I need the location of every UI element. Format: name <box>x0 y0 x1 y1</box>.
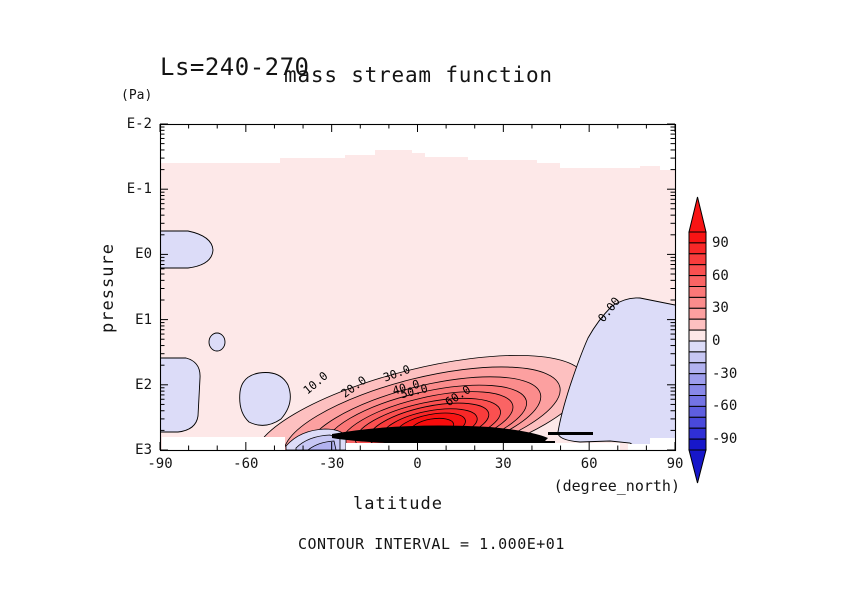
negative-region-north <box>557 297 675 445</box>
colorbar-cell <box>688 395 707 407</box>
colorbar-cell <box>688 384 707 397</box>
zero-contour-line <box>160 230 214 269</box>
colorbar-cell <box>688 362 707 375</box>
colorbar <box>688 231 707 451</box>
y-axis-units: (Pa) <box>121 88 153 103</box>
surface-mask <box>162 437 675 450</box>
colorbar-cell <box>688 416 707 429</box>
colorbar-cell <box>688 231 707 244</box>
zero-contour-line-north <box>557 297 675 446</box>
colorbar-cell <box>688 242 707 255</box>
x-tick-label: 90 <box>666 456 684 472</box>
y-tick-label: E-2 <box>126 116 152 132</box>
negative-blob-tiny <box>208 332 226 352</box>
colorbar-cell <box>688 427 707 440</box>
axis-ticks <box>159 123 676 451</box>
y-tick-label: E0 <box>135 246 152 263</box>
x-tick-label: -30 <box>319 456 345 472</box>
contour-value-labels: 10.0 20.0 30.0 40.0 50.0 60.0 0.00 <box>300 294 623 409</box>
y-tick-label: E1 <box>135 311 152 328</box>
x-tick-label: -60 <box>233 456 259 472</box>
negative-slivers-bottom <box>285 428 347 450</box>
contour-label-zero: 0.00 <box>595 294 623 325</box>
x-tick-label: 0 <box>413 456 422 472</box>
colorbar-tick-label: 90 <box>712 234 729 251</box>
x-tick-label: -90 <box>147 456 173 472</box>
contour-field: 10.0 20.0 30.0 40.0 50.0 60.0 0.00 <box>160 150 675 450</box>
colorbar-cell <box>688 253 707 266</box>
colorbar-tick-label: -90 <box>712 431 738 448</box>
contour-label-30: 30.0 <box>381 362 412 385</box>
negative-blob-midlat <box>239 372 291 426</box>
main-positive-cell <box>254 354 586 450</box>
colorbar-tick-label: 30 <box>712 300 729 317</box>
colorbar-cell <box>688 351 707 364</box>
colorbar-arrow-up <box>688 196 707 233</box>
colorbar-tick-label: -30 <box>712 365 738 382</box>
plot-frame <box>159 123 677 452</box>
contour-label-50: 50.0 <box>399 381 429 401</box>
field-positive-background <box>160 150 675 450</box>
x-axis-units: (degree_north) <box>553 477 680 495</box>
zero-contour-line <box>160 357 201 433</box>
x-axis-label: latitude <box>353 494 443 514</box>
colorbar-cell <box>688 307 707 320</box>
x-tick-label: 60 <box>580 456 598 472</box>
colorbar-cell <box>688 438 707 451</box>
colorbar-tick-label: -60 <box>712 398 738 415</box>
contour-label-60: 60.0 <box>442 382 473 409</box>
contour-interval-caption: CONTOUR INTERVAL = 1.000E+01 <box>298 535 565 553</box>
y-tick-label: E3 <box>135 442 152 458</box>
contour-label-10: 10.0 <box>300 369 330 398</box>
contour-label-20: 20.0 <box>338 373 369 401</box>
colorbar-cell <box>688 329 707 342</box>
dense-contour-label-band <box>332 425 593 445</box>
colorbar-cell <box>688 286 707 298</box>
season-annotation: Ls=240-270 <box>160 53 310 81</box>
contour-label-40: 40.0 <box>391 377 422 398</box>
colorbar-cell <box>688 275 707 288</box>
colorbar-cell <box>688 405 707 418</box>
colorbar-arrow-down <box>688 449 707 484</box>
colorbar-cell <box>688 296 707 309</box>
negative-blob-south-e0 <box>160 231 213 268</box>
colorbar-cell <box>688 340 707 353</box>
colorbar-cell <box>688 318 707 331</box>
plot-title: mass stream function <box>284 63 553 87</box>
colorbar-cell <box>688 264 707 277</box>
colorbar-tick-label: 0 <box>712 333 721 349</box>
y-tick-label: E-1 <box>126 181 152 198</box>
negative-blob-south-lower <box>160 358 201 432</box>
colorbar-cell <box>688 373 707 386</box>
y-tick-label: E2 <box>135 376 152 393</box>
x-tick-label: 30 <box>494 456 512 472</box>
colorbar-tick-label: 60 <box>712 267 729 284</box>
